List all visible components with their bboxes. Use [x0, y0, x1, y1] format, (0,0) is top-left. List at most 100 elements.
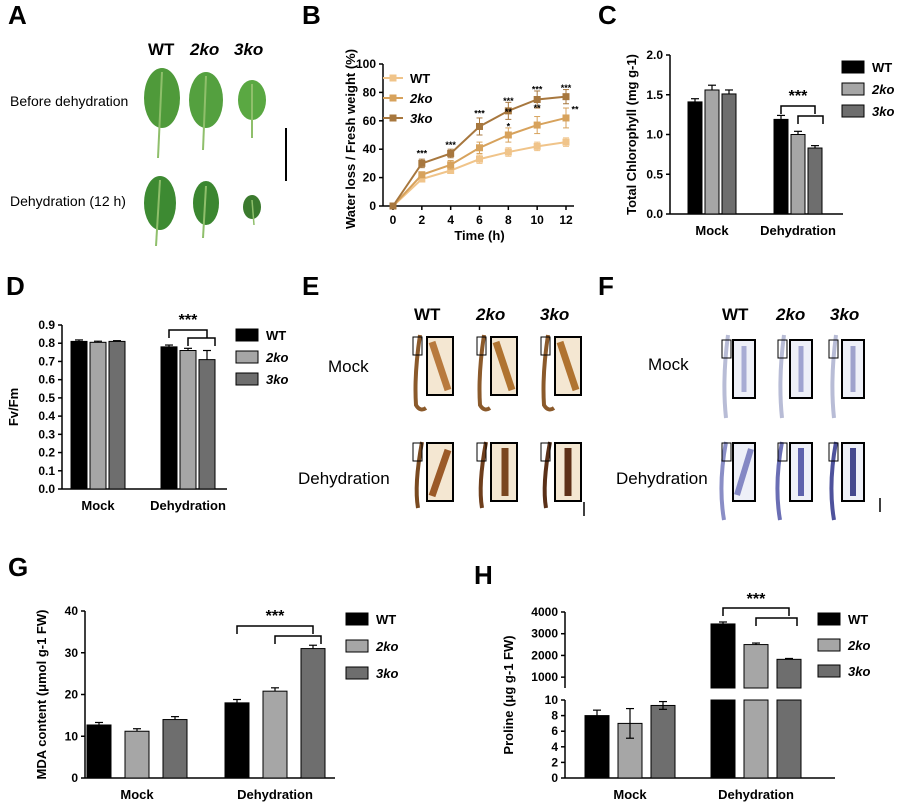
c-x-category-label: Mock [695, 223, 729, 238]
c-x-category-label: Dehydration [760, 223, 836, 238]
d-y-tick-label: 0.3 [38, 427, 55, 441]
c-bar-3ko [721, 93, 737, 215]
g-bar-2ko [124, 730, 150, 779]
h-y-tick-label: 6 [551, 724, 558, 738]
h-bar-lower-WT [710, 699, 736, 779]
h-x-category-label: Dehydration [718, 787, 794, 802]
h-significance-bracket [722, 607, 790, 616]
b-x-axis-label: Time (h) [454, 228, 504, 243]
c-y-tick-label: 0.0 [646, 207, 663, 221]
b-point-3ko [533, 96, 541, 103]
c-bar-3ko [807, 147, 823, 215]
c-legend-swatch-2ko [841, 82, 865, 96]
b-y-axis-label: Water loss / Fresh weight (%) [343, 49, 358, 229]
g-legend-swatch-WT [345, 612, 369, 626]
d-significance-mark: *** [179, 312, 198, 329]
h-axis-break [559, 689, 835, 699]
g-y-tick-label: 0 [71, 771, 78, 785]
b-point-WT [476, 155, 483, 163]
b-point-3ko [476, 122, 483, 130]
b-y-tick-label: 20 [363, 171, 377, 185]
b-point-3ko [389, 202, 397, 210]
b-x-tick-label: 6 [476, 213, 483, 227]
b-legend-marker-2ko [389, 94, 397, 102]
b-significance-mark: ** [571, 104, 579, 114]
b-point-WT [562, 138, 570, 146]
h-bar-upper-WT [710, 623, 736, 689]
d-legend-label-WT: WT [266, 328, 286, 343]
b-legend-label-2ko: 2ko [409, 91, 432, 106]
panel-letter-e: E [302, 271, 320, 301]
g-bar-WT [224, 702, 250, 779]
b-point-WT [504, 148, 512, 156]
h-legend-label-WT: WT [848, 612, 868, 627]
panel-letter-d: D [6, 271, 25, 301]
c-bar-2ko [790, 134, 806, 215]
g-x-category-label: Dehydration [237, 787, 313, 802]
g-legend-label-2ko: 2ko [375, 639, 398, 654]
b-significance-mark: ** [505, 107, 513, 117]
c-bar-2ko [704, 89, 720, 215]
d-bar-2ko [179, 350, 197, 490]
d-legend-swatch-3ko [235, 372, 259, 386]
d-y-tick-label: 0.2 [38, 446, 55, 460]
d-legend-swatch-2ko [235, 350, 259, 364]
b-legend-marker-3ko [389, 114, 397, 122]
h-y-tick-label: 2 [551, 755, 558, 769]
h-legend-swatch-WT [817, 612, 841, 626]
c-bar-WT [687, 101, 703, 215]
h-legend-swatch-3ko [817, 664, 841, 678]
b-legend-label-3ko: 3ko [410, 111, 432, 126]
h-y-axis-label: Proline (μg g-1 FW) [501, 635, 516, 754]
d-y-tick-label: 0.8 [38, 336, 55, 350]
panel-letter-g: G [8, 552, 29, 582]
d-bar-WT [160, 346, 178, 490]
c-y-tick-label: 1.0 [646, 128, 663, 142]
b-significance-mark: *** [532, 84, 543, 94]
b-point-3ko [418, 159, 426, 167]
d-x-category-label: Dehydration [150, 498, 226, 513]
d-bar-WT [70, 340, 88, 490]
h-bar-3ko [650, 704, 676, 779]
b-significance-mark: *** [503, 96, 514, 106]
g-bar-2ko [262, 690, 288, 779]
b-significance-mark: *** [561, 83, 572, 93]
h-bar-lower-3ko [776, 699, 802, 779]
b-y-tick-label: 0 [369, 199, 376, 213]
c-legend-label-WT: WT [872, 60, 892, 75]
b-significance-mark: * [507, 121, 511, 131]
b-point-WT [533, 142, 541, 150]
b-legend-label-WT: WT [410, 71, 430, 86]
c-significance-bracket [797, 115, 824, 124]
d-significance-bracket [187, 337, 216, 346]
c-legend-swatch-WT [841, 60, 865, 74]
panel-letter-c: C [598, 0, 617, 30]
panel-letter-b: B [302, 0, 321, 30]
h-y-tick-label: 10 [545, 693, 559, 707]
d-x-category-label: Mock [81, 498, 115, 513]
b-point-3ko [447, 149, 455, 157]
h-bar-WT [584, 715, 610, 779]
b-point-2ko [562, 114, 570, 122]
b-significance-mark: ** [534, 103, 542, 113]
c-y-tick-label: 0.5 [646, 167, 663, 181]
g-significance-bracket [236, 625, 314, 634]
g-significance-bracket [274, 635, 322, 644]
h-y-tick-label: 3000 [531, 627, 558, 641]
g-y-tick-label: 30 [65, 646, 79, 660]
b-y-tick-label: 100 [356, 57, 376, 71]
h-y-tick-label: 4000 [531, 605, 558, 619]
h-y-tick-label: 4 [551, 740, 558, 754]
g-bar-3ko [300, 648, 326, 779]
b-x-tick-label: 0 [390, 213, 397, 227]
d-bar-3ko [198, 359, 216, 490]
g-bar-WT [86, 724, 112, 779]
b-legend-marker-WT [389, 74, 397, 82]
c-significance-mark: *** [789, 88, 808, 105]
d-y-axis-label: Fv/Fm [6, 388, 21, 426]
c-significance-bracket [780, 105, 816, 114]
b-x-tick-label: 10 [530, 213, 544, 227]
b-point-2ko [533, 121, 541, 129]
d-y-tick-label: 0.6 [38, 373, 55, 387]
d-legend-label-2ko: 2ko [265, 350, 288, 365]
